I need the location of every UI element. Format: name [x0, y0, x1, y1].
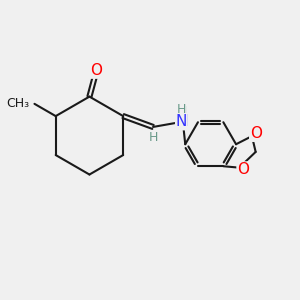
- Text: O: O: [238, 163, 250, 178]
- Text: N: N: [176, 114, 187, 129]
- Text: CH₃: CH₃: [6, 97, 29, 110]
- Text: H: H: [177, 103, 186, 116]
- Text: H: H: [179, 106, 187, 116]
- Text: O: O: [250, 126, 262, 141]
- Text: N: N: [177, 114, 188, 129]
- Text: H: H: [148, 131, 158, 144]
- Text: O: O: [91, 63, 103, 78]
